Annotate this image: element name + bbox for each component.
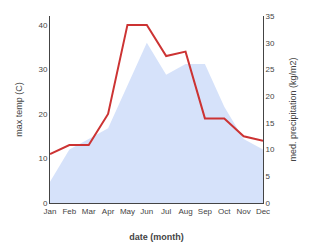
svg-text:Dec: Dec	[256, 207, 270, 216]
svg-text:20: 20	[38, 110, 47, 119]
svg-text:0: 0	[266, 199, 271, 208]
svg-text:Sep: Sep	[198, 207, 213, 216]
svg-text:20: 20	[266, 92, 275, 101]
svg-text:Apr: Apr	[102, 207, 115, 216]
svg-text:date (month): date (month)	[129, 232, 184, 242]
svg-text:Jun: Jun	[140, 207, 153, 216]
svg-text:0: 0	[43, 199, 48, 208]
svg-text:10: 10	[266, 145, 275, 154]
svg-text:15: 15	[266, 119, 275, 128]
svg-text:Mar: Mar	[82, 207, 96, 216]
svg-text:35: 35	[266, 12, 275, 21]
svg-text:25: 25	[266, 65, 275, 74]
svg-text:Oct: Oct	[218, 207, 231, 216]
svg-text:Aug: Aug	[178, 207, 192, 216]
svg-text:Jan: Jan	[44, 207, 57, 216]
svg-text:max temp (C): max temp (C)	[14, 82, 24, 137]
svg-text:Jul: Jul	[161, 207, 171, 216]
svg-text:30: 30	[38, 65, 47, 74]
svg-text:40: 40	[38, 21, 47, 30]
svg-text:Feb: Feb	[62, 207, 76, 216]
svg-text:med. precipitation (kg/m2): med. precipitation (kg/m2)	[288, 57, 298, 161]
svg-text:Nov: Nov	[237, 207, 251, 216]
svg-text:10: 10	[38, 154, 47, 163]
svg-text:5: 5	[266, 172, 271, 181]
svg-text:May: May	[120, 207, 135, 216]
svg-text:30: 30	[266, 39, 275, 48]
